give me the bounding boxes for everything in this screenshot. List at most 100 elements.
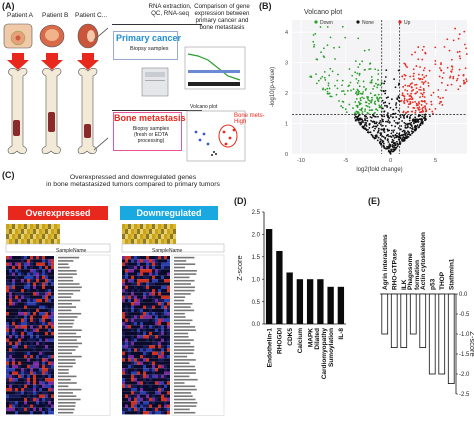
volcano-point: [397, 69, 400, 72]
volcano-point: [458, 68, 461, 71]
heatmap-cell: [167, 298, 170, 303]
heatmap-cell: [51, 289, 54, 293]
heatmap-cell: [36, 262, 39, 266]
heatmap-cell: [24, 351, 27, 355]
heatmap-annotation-cell: [39, 229, 42, 234]
heatmap-cell: [21, 335, 24, 339]
heatmap-cell: [122, 282, 125, 286]
heatmap-annotation-cell: [36, 224, 39, 229]
heatmap-cell: [143, 308, 146, 313]
heatmap-cell: [164, 322, 167, 326]
heatmap-cell: [21, 384, 24, 388]
heatmap-cell: [15, 338, 18, 342]
heatmap-cell: [9, 384, 12, 388]
heatmap-cell: [137, 411, 140, 415]
heatmap-cell: [143, 275, 146, 280]
heatmap-cell: [9, 298, 12, 303]
volcano-point: [359, 97, 362, 100]
heatmap-cell: [137, 371, 140, 375]
heatmap-cell: [137, 388, 140, 392]
heatmap-cell: [146, 292, 149, 296]
heatmap-cell: [18, 358, 21, 362]
heatmap-cell: [51, 351, 54, 355]
heatmap-annotation-cell: [54, 229, 57, 234]
volcano-point: [334, 58, 336, 60]
heatmap-cell: [125, 331, 128, 336]
heatmap-cell: [12, 331, 15, 336]
volcano-point: [313, 43, 316, 46]
volcano-point: [336, 87, 339, 90]
volcano-point: [414, 121, 417, 124]
heatmap-cell: [149, 338, 152, 342]
heatmap-gene-label: [58, 411, 74, 414]
volcano-point: [449, 75, 452, 78]
heatmap-cell: [36, 295, 39, 299]
heatmap-cell: [45, 404, 48, 408]
volcano-point: [352, 107, 354, 109]
heatmap-cell: [155, 318, 158, 322]
volcano-point: [403, 102, 406, 105]
heatmap-cell: [152, 358, 155, 362]
arrow-line-bottom: [112, 110, 202, 111]
heatmap-cell: [149, 322, 152, 326]
volcano-point: [439, 67, 441, 69]
volcano-point: [415, 87, 418, 90]
volcano-point: [368, 102, 370, 105]
heatmap-cell: [152, 279, 155, 283]
volcano-point: [363, 49, 366, 52]
heatmap-cell: [134, 397, 137, 402]
heatmap-cell: [164, 368, 167, 372]
volcano-point: [397, 109, 400, 112]
heatmap-cell: [122, 358, 125, 362]
heatmap-cell: [27, 305, 30, 309]
heatmap-cell: [15, 315, 18, 319]
volcano-point: [365, 104, 368, 107]
heatmap-cell: [24, 335, 27, 339]
volcano-point: [370, 119, 372, 122]
volcano-none-points: [353, 69, 431, 155]
heatmap-cell: [152, 384, 155, 388]
heatmap-annotation-cell: [143, 224, 146, 229]
heatmap-cell: [9, 256, 12, 260]
volcano-point: [321, 75, 324, 78]
heatmap-gene-label: [58, 332, 77, 335]
heatmap-cell: [125, 378, 128, 382]
heatmap-cell: [27, 335, 30, 339]
volcano-point: [381, 99, 384, 102]
heatmap-cell: [146, 364, 149, 369]
heatmap-cell: [164, 265, 167, 270]
heatmap-cell: [161, 269, 164, 273]
heatmap-cell: [164, 378, 167, 382]
volcano-point: [421, 109, 424, 112]
volcano-point: [358, 112, 360, 114]
heatmap-cell: [6, 279, 9, 283]
heatmap-gene-label: [58, 309, 72, 312]
volcano-point: [368, 99, 371, 102]
volcano-point: [404, 122, 407, 125]
heatmap-cell: [21, 381, 24, 385]
volcano-point: [377, 83, 380, 86]
volcano-point: [386, 120, 389, 123]
heatmap-cell: [143, 411, 146, 415]
heatmap-cell: [48, 295, 51, 299]
volcano-point: [358, 117, 361, 120]
heatmap-cell: [48, 384, 51, 388]
heatmap-cell: [21, 322, 24, 326]
heatmap-cell: [143, 358, 146, 362]
downregulated-badge: Downregulated: [120, 206, 218, 220]
heatmap-cell: [24, 411, 27, 415]
heatmap-cell: [128, 345, 131, 349]
heatmap-cell: [161, 361, 164, 365]
chart-d-y-tick: 0.0: [252, 322, 261, 328]
mini-gsea-plot: [184, 46, 246, 90]
heatmap-cell: [42, 265, 45, 270]
heatmap-cell: [146, 394, 149, 398]
volcano-point: [366, 117, 369, 120]
volcano-point: [396, 140, 398, 143]
volcano-point: [391, 138, 394, 141]
heatmap-cell: [12, 308, 15, 313]
heatmap-cell: [36, 272, 39, 276]
volcano-x-tick: -5: [343, 158, 348, 164]
heatmap-cell: [143, 364, 146, 369]
heatmap-cell: [158, 295, 161, 299]
